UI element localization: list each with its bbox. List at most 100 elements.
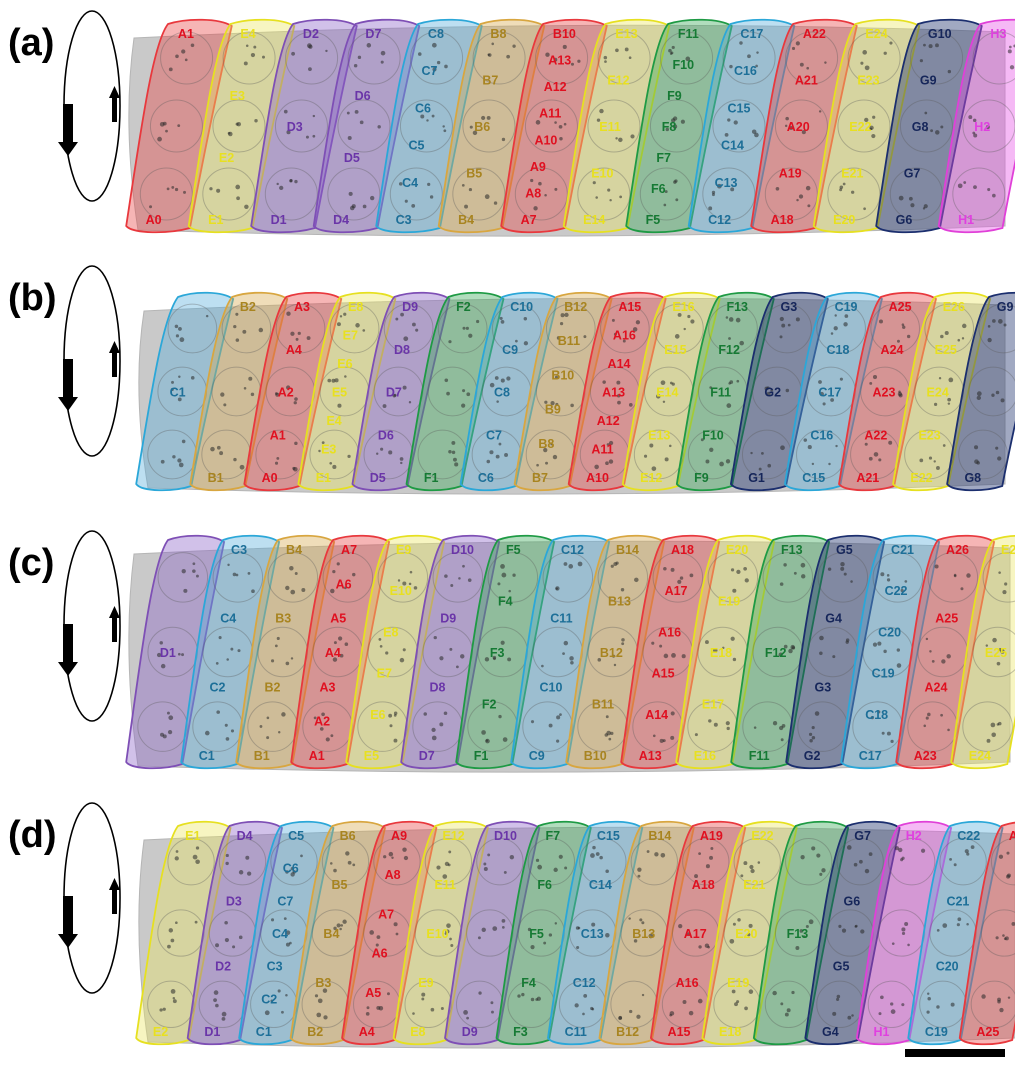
cell-label: D6 [355, 89, 371, 103]
cell-label: D1 [204, 1025, 220, 1039]
cell-label: A4 [359, 1025, 375, 1039]
cell-label: E7 [343, 329, 358, 343]
cell-label: C2 [210, 680, 226, 694]
cell-label: C6 [478, 471, 494, 485]
cell-label: E24 [927, 386, 949, 400]
cell-label: D8 [394, 343, 410, 357]
cell-band-g: G9 G8 [946, 291, 1015, 492]
cell-label: E10 [390, 584, 412, 598]
cell-label: A3 [294, 300, 310, 314]
cell-label: E26 [943, 300, 965, 314]
cell-label: G4 [825, 612, 842, 626]
cell-band-h: H3 H2 H1 [937, 18, 1015, 234]
cell-label: F11 [710, 386, 731, 400]
cell-label: C5 [288, 829, 304, 843]
cell-label: C18 [826, 343, 849, 357]
cell-label: A10 [586, 471, 609, 485]
cell-label: E2 [153, 1025, 168, 1039]
micrograph: D1C3C4C2C1B4B3B2B1A7A6A5A4A3A2A1E9E10E8E… [58, 530, 1015, 773]
cell-label: E18 [719, 1025, 741, 1039]
rotation-diagram [58, 10, 121, 202]
cell-label: A2 [278, 386, 294, 400]
cell-label: C10 [540, 680, 563, 694]
cell-label: C12 [708, 213, 731, 227]
cell-label: C21 [946, 894, 969, 908]
cell-label: B3 [275, 612, 291, 626]
cell-label: C6 [283, 862, 299, 876]
cell-label: C6 [415, 101, 431, 115]
cell-label: A21 [856, 471, 879, 485]
cell-label: A23 [872, 386, 895, 400]
cell-band-f: F11 F10 F9 F8 F7 F6 F5 [625, 18, 733, 234]
cell-label: A16 [613, 329, 636, 343]
rotation-diagram [58, 530, 121, 722]
cell-label: B1 [208, 471, 224, 485]
cell-label: G8 [912, 120, 929, 134]
cell-label: E10 [426, 927, 448, 941]
cell-label: B6 [474, 120, 490, 134]
cell-label: C4 [220, 612, 236, 626]
cell-label: H1 [873, 1025, 889, 1039]
cell-label: F3 [490, 646, 505, 660]
cell-label: G9 [920, 74, 937, 88]
cell-label: A18 [692, 878, 715, 892]
cell-label: C14 [721, 139, 744, 153]
cell-label: A4 [325, 646, 341, 660]
cell-label: F6 [537, 878, 552, 892]
cell-label: A1 [178, 27, 194, 41]
cell-label: D8 [430, 680, 446, 694]
cell-label: D9 [402, 300, 418, 314]
cell-label: A7 [341, 543, 357, 557]
cell-label: C17 [859, 749, 882, 763]
cell-label: A22 [864, 428, 887, 442]
cell-label: B12 [564, 300, 587, 314]
cell-label: F3 [513, 1025, 528, 1039]
cell-label: E23 [918, 428, 940, 442]
cell-band-c: C12 C11 C10 C9 [510, 534, 611, 770]
cell-label: C1 [256, 1025, 272, 1039]
cell-label: A5 [330, 612, 346, 626]
cell-label: F5 [646, 213, 661, 227]
cell-label: A0 [262, 471, 278, 485]
cell-label: B1 [254, 749, 270, 763]
cell-label: D7 [419, 749, 435, 763]
cell-label: F7 [656, 151, 671, 165]
cell-label: E4 [240, 27, 255, 41]
cell-label: E19 [727, 976, 749, 990]
cell-label: B13 [632, 927, 655, 941]
cell-label: F6 [651, 182, 666, 196]
cell-label: A13 [602, 386, 625, 400]
cell-label: A0 [146, 213, 162, 227]
cell-label: F12 [718, 343, 740, 357]
cell-label: E20 [833, 213, 855, 227]
cell-label: E19 [718, 595, 740, 609]
cell-label: C15 [597, 829, 620, 843]
cell-label: G4 [822, 1025, 839, 1039]
panel-label: (c) [8, 542, 55, 584]
cell-label: E13 [648, 428, 670, 442]
cell-label: C10 [510, 300, 533, 314]
cell-label: A18 [771, 213, 794, 227]
cell-label: E10 [591, 167, 613, 181]
cell-label: E15 [664, 343, 686, 357]
cell-band-e: E4 E3 E2 E1 [187, 18, 296, 234]
cell-label: A14 [645, 708, 668, 722]
cell-label: C22 [885, 584, 908, 598]
cell-label: B11 [592, 698, 614, 712]
cell-label: A25 [976, 1025, 999, 1039]
cell-label: C3 [267, 960, 283, 974]
cell-label: G6 [896, 213, 913, 227]
cell-label: C12 [561, 543, 584, 557]
micrograph: E1 E2 D4 D3 D2 D1 C5 C6 C7 C4 C3 C2 C1 B6 B5 B4 B3 B2 A9 A8… [58, 802, 1015, 1049]
cell-band-a: A18 A17 A16 A15 A14 A13 [620, 534, 721, 770]
cell-label: E13 [615, 27, 637, 41]
cell-label: D3 [287, 120, 303, 134]
cell-label: E20 [726, 543, 748, 557]
cell-label: C17 [818, 386, 841, 400]
cell-label: A15 [668, 1025, 691, 1039]
cell-label: A9 [391, 829, 407, 843]
cell-label: C18 [865, 708, 888, 722]
cell-label: A21 [795, 74, 818, 88]
panel-a: (a) A1 A0 E4 E3 E2 E1 D2 D3 D1 D7 D6 D5 D4 C8 C7 C6 C5 C4 C… [0, 8, 1015, 253]
cell-label: A6 [372, 947, 388, 961]
